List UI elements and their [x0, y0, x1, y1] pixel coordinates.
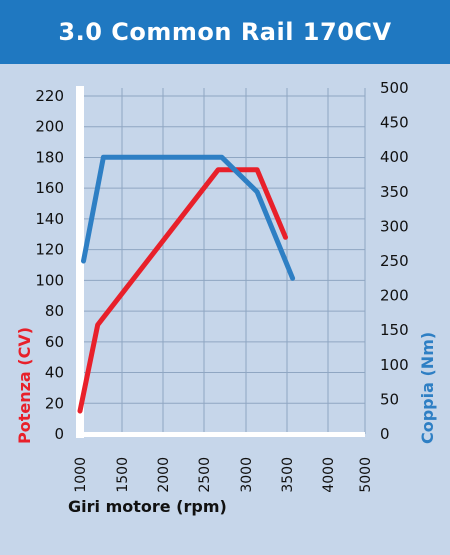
x-tick-label: 2000: [156, 457, 172, 493]
y-right-tick-label: 0: [380, 425, 390, 443]
y-right-tick-label: 350: [380, 183, 409, 201]
title-bar: 3.0 Common Rail 170CV: [0, 0, 450, 64]
y-axis-right-title: Coppia (Nm): [418, 332, 437, 444]
y-left-tick-label: 60: [45, 333, 64, 351]
y-right-tick-label: 100: [380, 356, 409, 374]
y-axis-left-line: [76, 86, 84, 438]
chart-area: 0 20 40 60 80 100 120 140 160 180 200 220 0 50 100 150 2…: [0, 64, 450, 551]
y-left-tick-label: 20: [45, 394, 64, 412]
x-tick-label: 3000: [239, 457, 255, 493]
y-left-tick-label: 120: [35, 241, 64, 259]
x-tick-label: 4000: [321, 457, 337, 493]
y-right-tick-label: 200: [380, 287, 409, 305]
y-left-tick-label: 180: [35, 148, 64, 166]
potenza-line: [77, 167, 288, 414]
y-left-tick-label: 160: [35, 179, 64, 197]
chart-svg: 0 20 40 60 80 100 120 140 160 180 200 220 0 50 100 150 2…: [15, 79, 437, 516]
x-tick-label: 2500: [197, 457, 213, 493]
coppia-line: [81, 154, 296, 281]
y-right-tick-label: 250: [380, 252, 409, 270]
x-axis-line: [76, 432, 365, 437]
x-axis-title: Giri motore (rpm): [68, 497, 227, 516]
y-right-tick-label: 300: [380, 217, 409, 235]
y-left-tick-label: 80: [45, 302, 64, 320]
y-left-tick-label: 140: [35, 210, 64, 228]
x-tick-label: 3500: [280, 457, 296, 493]
x-tick-label: 5000: [358, 457, 374, 493]
x-tick-label: 1500: [115, 457, 131, 493]
y-left-tick-label: 220: [35, 87, 64, 105]
y-right-tick-label: 500: [380, 79, 409, 97]
y-right-tick-label: 150: [380, 321, 409, 339]
y-left-tick-label: 200: [35, 118, 64, 136]
x-tick-label: 1000: [73, 457, 89, 493]
y-right-tick-label: 400: [380, 148, 409, 166]
y-left-tick-label: 100: [35, 271, 64, 289]
y-axis-left-title: Potenza (CV): [15, 327, 34, 444]
y-left-tick-label: 40: [45, 364, 64, 382]
chart-title: 3.0 Common Rail 170CV: [58, 18, 392, 46]
y-right-tick-label: 50: [380, 390, 399, 408]
y-left-tick-label: 0: [54, 425, 64, 443]
y-right-tick-label: 450: [380, 114, 409, 132]
